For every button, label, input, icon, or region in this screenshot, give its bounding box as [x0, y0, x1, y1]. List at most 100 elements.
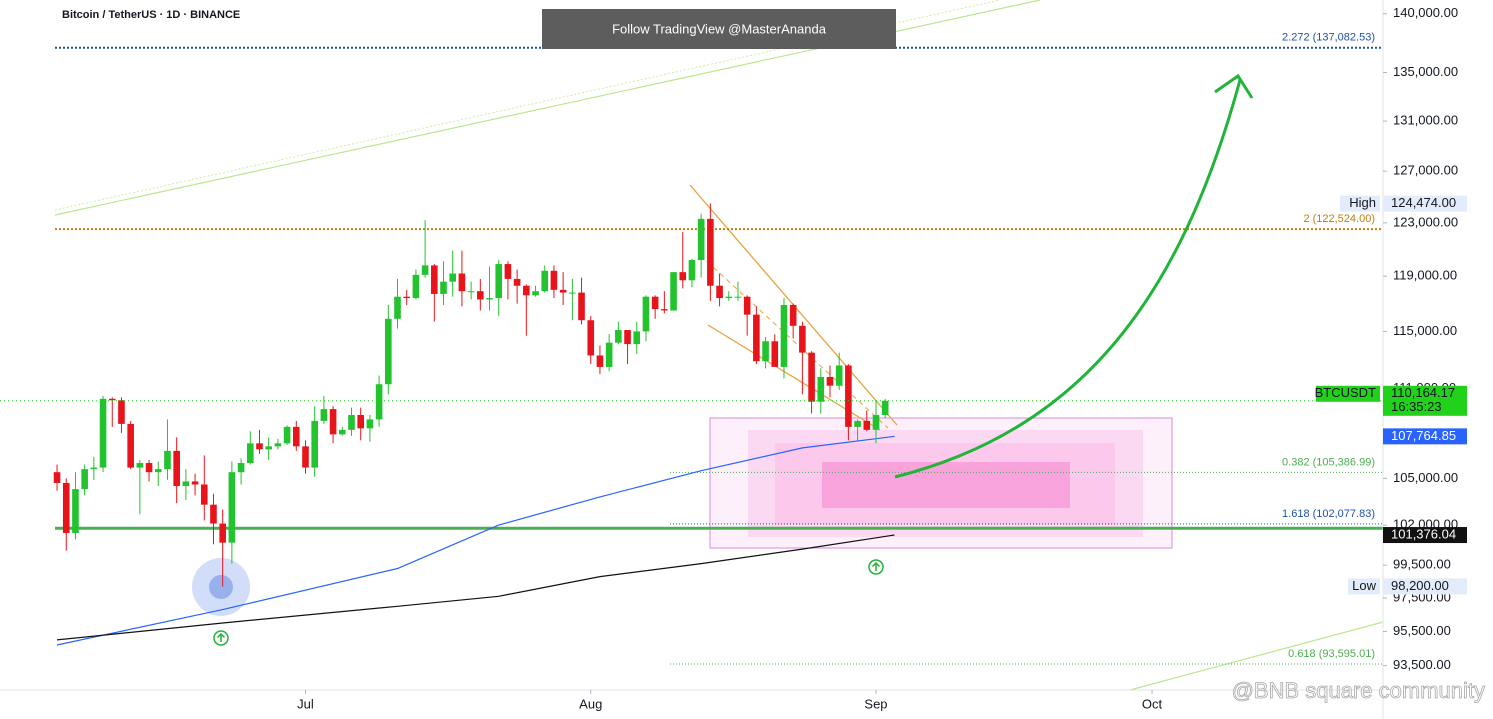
candle-body — [219, 523, 226, 543]
candle-body — [569, 292, 576, 294]
candle-body — [605, 342, 613, 367]
banner — [542, 9, 896, 49]
x-tick-label: Jul — [297, 696, 314, 711]
candle-body — [357, 414, 365, 429]
candle-body — [385, 318, 392, 385]
candle-body — [431, 265, 438, 294]
marker-name-box — [1340, 195, 1380, 212]
trend-line — [1129, 621, 1384, 691]
candle-body — [845, 365, 852, 427]
candle-body — [237, 463, 245, 473]
fib-label: 1.618 (102,077.83) — [1282, 508, 1375, 520]
candle-body — [108, 398, 116, 401]
y-tick-label: 95,500.00 — [1393, 623, 1451, 638]
candle-body — [789, 304, 797, 326]
candle-body — [265, 446, 272, 450]
price-marker-value: 110,164.17 — [1391, 385, 1455, 400]
candle-body — [329, 409, 337, 435]
moving-average — [56, 534, 895, 641]
y-tick-label: 140,000.00 — [1393, 5, 1458, 20]
candle-body — [228, 472, 236, 543]
candle-body — [164, 450, 171, 470]
candle-body — [642, 296, 650, 332]
candle-body — [458, 273, 466, 292]
candle-body — [799, 325, 806, 353]
price-marker — [1383, 578, 1467, 595]
candle-body — [596, 355, 604, 367]
marker-name: Low — [1352, 578, 1376, 593]
candle-body — [210, 504, 217, 524]
candle-body — [348, 414, 355, 430]
candle-body — [440, 281, 447, 294]
candle-body — [62, 482, 70, 534]
trend-line — [54, 0, 1001, 211]
marker-name-box — [1316, 385, 1380, 402]
candle-body — [467, 291, 475, 293]
candle-body — [72, 489, 79, 534]
moving-average — [56, 435, 895, 646]
candle-body — [532, 291, 539, 296]
candle-body — [338, 429, 346, 435]
candle-body — [697, 218, 705, 261]
countdown: 16:35:23 — [1391, 399, 1442, 414]
signal — [868, 559, 884, 575]
candle-body — [311, 420, 318, 468]
candle-body — [53, 472, 61, 483]
banner-text: Follow TradingView @MasterAnanda — [612, 21, 827, 36]
candle-body — [725, 296, 733, 299]
candle-body — [624, 330, 631, 345]
y-tick-label: 119,000.00 — [1393, 268, 1457, 283]
marker-name-box — [1348, 578, 1380, 595]
candle-body — [661, 309, 668, 311]
price-marker-value: 124,474.00 — [1391, 195, 1456, 210]
candle-body — [274, 443, 282, 447]
candle-body — [863, 420, 871, 430]
signal — [213, 630, 229, 646]
candle-body — [670, 272, 677, 311]
price-marker-value: 101,376.04 — [1391, 526, 1456, 541]
candle-body — [182, 481, 190, 487]
candle-body — [559, 289, 567, 293]
candle-body — [191, 481, 199, 485]
candle-body — [817, 376, 825, 402]
candle-body — [504, 264, 512, 279]
candle-body — [550, 270, 558, 290]
candle-body — [90, 467, 98, 470]
candle-body — [780, 304, 788, 367]
candle-body — [477, 291, 484, 300]
arrow — [894, 79, 1242, 479]
y-tick-label: 93,500.00 — [1393, 657, 1451, 672]
price-marker — [1383, 428, 1467, 445]
candle-body — [99, 398, 107, 468]
candle-body — [127, 423, 134, 468]
candle-body — [762, 341, 769, 362]
candle-body — [366, 419, 374, 429]
marker-name: BTCUSDT — [1315, 385, 1376, 400]
candle-body — [854, 420, 861, 427]
candle-body — [872, 414, 880, 430]
candle-body — [688, 260, 696, 281]
price-marker-value: 98,200.00 — [1391, 578, 1449, 593]
y-tick-label: 99,500.00 — [1393, 557, 1451, 572]
arrow-head — [1214, 73, 1254, 99]
candle-body — [633, 331, 641, 345]
candle-body — [283, 426, 291, 444]
y-tick-label: 115,000.00 — [1393, 323, 1457, 338]
candle-body — [615, 330, 622, 343]
channel-line — [699, 254, 889, 429]
price-marker — [1383, 527, 1467, 544]
fib-label: 0.382 (105,386.99) — [1282, 456, 1375, 468]
candle-body — [412, 274, 420, 299]
candle-body — [495, 264, 503, 299]
candle-body — [302, 446, 309, 468]
candle-body — [246, 443, 254, 464]
candle-body — [403, 296, 411, 299]
candle-body — [513, 278, 521, 286]
y-tick-label: 123,000.00 — [1393, 214, 1458, 229]
candle-body — [421, 265, 429, 275]
candle-body — [145, 463, 153, 473]
marker-name: High — [1349, 195, 1376, 210]
candle-body — [679, 272, 687, 281]
y-tick-label: 131,000.00 — [1393, 113, 1458, 128]
candle-body — [835, 365, 843, 386]
